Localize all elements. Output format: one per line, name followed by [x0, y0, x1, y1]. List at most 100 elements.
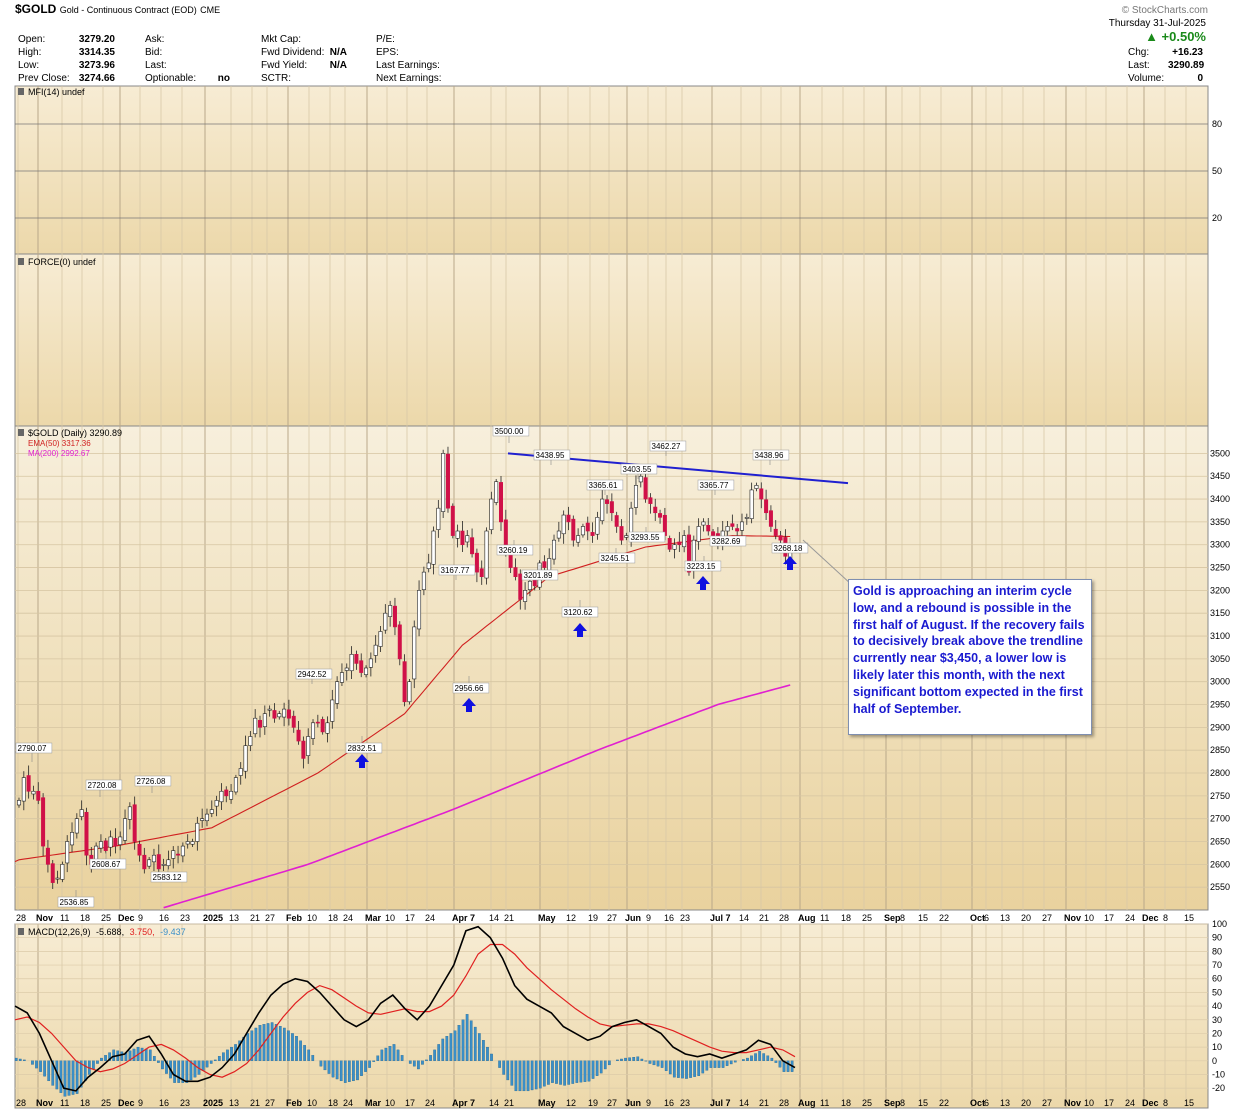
change-pct: ▲ +0.50%: [1145, 29, 1206, 44]
x-tick-label: 17: [405, 1098, 415, 1108]
price-annotation: 2942.52: [298, 670, 327, 679]
mfi-panel-icon[interactable]: [18, 88, 24, 95]
candle-body: [123, 818, 128, 841]
candle-body: [127, 806, 132, 820]
macd-histogram-bar: [721, 1060, 725, 1068]
candle-body: [113, 838, 118, 847]
price-annotation: 3438.96: [755, 451, 784, 460]
x-tick-label: 24: [425, 1098, 435, 1108]
x-tick-label: May: [538, 1098, 556, 1108]
x-tick-label: 27: [1042, 1098, 1052, 1108]
macd-histogram-bar: [319, 1060, 323, 1067]
x-tick-label: 24: [1125, 1098, 1135, 1108]
candle-body: [349, 654, 354, 672]
x-tick-label: 21: [759, 1098, 769, 1108]
annotation-box: [15, 742, 53, 754]
mkt-block-row: Fwd Dividend: N/A: [261, 46, 347, 59]
candle-body: [412, 626, 417, 680]
macd-histogram-bar: [762, 1053, 766, 1061]
macd-histogram-bar: [664, 1060, 668, 1071]
panel-icons[interactable]: [18, 88, 24, 935]
macd-histogram-bar: [177, 1060, 181, 1083]
macd-axis-label: 0: [1212, 1056, 1217, 1066]
price-annotation: 3282.69: [712, 537, 741, 546]
macd-histogram-bar: [299, 1040, 302, 1061]
price-axis-label: 2800: [1210, 768, 1230, 778]
signal-value: 3.750,: [130, 927, 155, 937]
macd-histogram-bar: [250, 1030, 254, 1061]
candle-body: [277, 713, 282, 718]
macd-histogram-bar: [18, 1058, 22, 1061]
macd-histogram-bar: [502, 1060, 506, 1075]
macd-histogram-bar: [189, 1060, 193, 1081]
candle-body: [65, 841, 70, 864]
macd-histogram-bar: [429, 1055, 432, 1061]
price-annotation: 2726.08: [137, 777, 166, 786]
candle-body: [238, 768, 243, 776]
x-tick-label: 8: [1163, 913, 1168, 923]
macd-histogram-bar: [786, 1060, 790, 1072]
macd-histogram-bar: [624, 1057, 627, 1061]
candle-body: [556, 530, 561, 539]
x-tick-label: 14: [739, 913, 749, 923]
macd-panel-icon[interactable]: [18, 928, 24, 935]
force-panel-icon[interactable]: [18, 258, 24, 265]
candle-body: [744, 517, 749, 519]
annotation-box: [598, 552, 636, 564]
candle-body: [638, 475, 643, 483]
macd-histogram-bar: [14, 1057, 18, 1061]
annotation-box: [89, 858, 127, 870]
macd-histogram-bar: [185, 1060, 189, 1083]
left-block-row: High: 3314.35: [18, 46, 115, 59]
macd-histogram-bar: [152, 1056, 156, 1061]
candle-body: [494, 481, 499, 503]
price-panel-icon[interactable]: [18, 429, 24, 436]
x-tick-label: Apr 7: [452, 1098, 475, 1108]
field-value: 3274.66: [78, 73, 115, 84]
x-tick-label: 13: [229, 1098, 239, 1108]
candle-body: [498, 482, 503, 523]
x-tick-label: 16: [664, 1098, 674, 1108]
macd-histogram-bar: [376, 1055, 380, 1061]
x-tick-label: 2025: [203, 913, 223, 923]
candle-body: [229, 790, 234, 800]
x-tick-label: 28: [16, 1098, 26, 1108]
macd-histogram-bar: [477, 1033, 481, 1061]
candle-body: [450, 505, 455, 536]
price-axis-label: 3250: [1210, 563, 1230, 573]
mkt-block-row: Mkt Cap:: [261, 33, 347, 46]
macd-histogram-bar: [713, 1060, 717, 1068]
macd-histogram-bar: [457, 1025, 461, 1061]
x-tick-label: 6: [984, 1098, 989, 1108]
macd-histogram-bar: [270, 1022, 274, 1061]
macd-histogram-bar: [705, 1060, 709, 1071]
left-block-row: Prev Close: 3274.66: [18, 72, 115, 85]
macd-axis-label: 10: [1212, 1042, 1222, 1052]
candle-body: [60, 864, 65, 880]
field-value: 3273.96: [78, 60, 115, 71]
macd-histogram-bar: [717, 1060, 721, 1068]
callout-pointer: [802, 539, 853, 586]
macd-histogram-bar: [291, 1033, 294, 1061]
macd-histogram-bar: [246, 1033, 250, 1061]
annotation-box: [134, 775, 172, 787]
annotation-box: [533, 449, 571, 461]
field-label: Open:: [18, 34, 46, 45]
macd-histogram-bar: [79, 1060, 83, 1088]
candle-body: [137, 843, 142, 856]
macd-histogram-bar: [396, 1049, 400, 1061]
x-tick-label: 25: [862, 1098, 872, 1108]
candle-body: [484, 530, 489, 579]
x-tick-label: 18: [841, 1098, 851, 1108]
candle-body: [730, 523, 735, 527]
macd-histogram-bar: [421, 1060, 424, 1065]
field-label: Low:: [18, 60, 40, 71]
macd-histogram-bar: [287, 1030, 290, 1061]
x-tick-label: 10: [307, 1098, 317, 1108]
x-tick-label: 25: [862, 913, 872, 923]
candle-body: [445, 453, 450, 509]
price-annotation: 3462.27: [652, 442, 681, 451]
candle-body: [41, 797, 46, 847]
macd-name: MACD(12,26,9): [28, 927, 91, 937]
x-tick-label: Sep: [884, 1098, 901, 1108]
